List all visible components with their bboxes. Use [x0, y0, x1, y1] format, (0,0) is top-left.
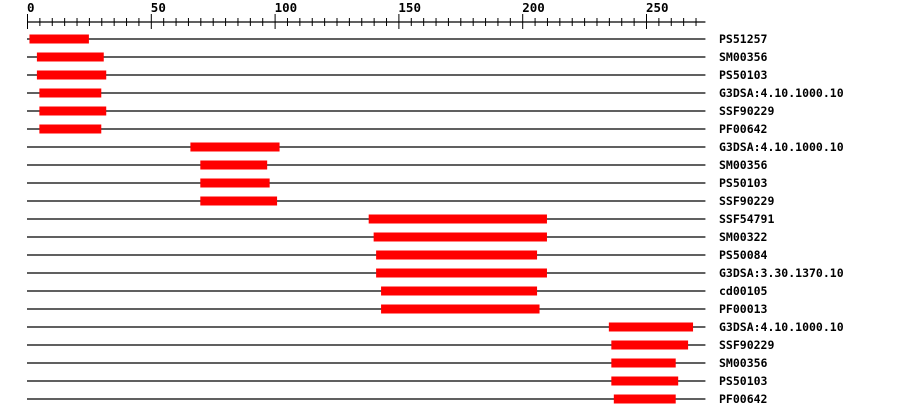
feature-bar[interactable] [29, 34, 89, 44]
feature-label[interactable]: G3DSA:4.10.1000.10 [719, 140, 844, 154]
feature-bar[interactable] [376, 268, 547, 278]
feature-label[interactable]: PS50084 [719, 248, 768, 262]
feature-bar[interactable] [39, 106, 107, 116]
feature-bar[interactable] [381, 286, 538, 296]
feature-row: SM00322 [27, 230, 767, 244]
feature-row: SM00356 [27, 356, 768, 370]
position-axis: 0 50 100 150 200 250 [27, 0, 706, 29]
feature-row: PS50084 [27, 248, 768, 262]
feature-row: PS50103 [27, 374, 768, 388]
feature-label[interactable]: PS50103 [719, 68, 768, 82]
feature-bar[interactable] [373, 232, 547, 242]
feature-row: SSF90229 [27, 194, 774, 208]
feature-row: PF00642 [27, 392, 767, 406]
feature-label[interactable]: G3DSA:4.10.1000.10 [719, 86, 844, 100]
feature-bar[interactable] [381, 304, 540, 314]
feature-bar[interactable] [200, 178, 270, 188]
feature-rows: PS51257 SM00356 PS50103 G3DSA:4.10.1000.10 S… [27, 32, 844, 406]
feature-label[interactable]: SM00322 [719, 230, 767, 244]
tick-label: 100 [275, 0, 298, 15]
feature-row: PS50103 [27, 68, 768, 82]
feature-row: cd00105 [27, 284, 768, 298]
feature-label[interactable]: PF00642 [719, 122, 767, 136]
tick-label: 50 [151, 0, 166, 15]
feature-label[interactable]: SSF90229 [719, 338, 774, 352]
tick-label: 150 [398, 0, 421, 15]
feature-row: SSF90229 [27, 104, 774, 118]
feature-label[interactable]: SM00356 [719, 158, 768, 172]
feature-row: G3DSA:4.10.1000.10 [27, 320, 844, 334]
feature-bar[interactable] [368, 214, 547, 224]
feature-label[interactable]: PF00013 [719, 302, 768, 316]
feature-bar[interactable] [611, 358, 676, 368]
feature-bar[interactable] [611, 340, 689, 350]
feature-row: PS50103 [27, 176, 768, 190]
feature-row: PS51257 [27, 32, 768, 46]
feature-bar[interactable] [613, 394, 676, 404]
feature-label[interactable]: SSF90229 [719, 194, 774, 208]
feature-bar[interactable] [39, 88, 102, 98]
feature-bar[interactable] [36, 52, 104, 62]
feature-bar[interactable] [39, 124, 102, 134]
feature-label[interactable]: PS50103 [719, 374, 768, 388]
feature-row: PF00642 [27, 122, 767, 136]
feature-label[interactable]: PS50103 [719, 176, 768, 190]
feature-bar[interactable] [608, 322, 694, 332]
feature-label[interactable]: SM00356 [719, 356, 768, 370]
feature-bar[interactable] [376, 250, 538, 260]
feature-row: SM00356 [27, 158, 768, 172]
feature-bar[interactable] [611, 376, 679, 386]
feature-bar[interactable] [200, 160, 268, 170]
tick-label: 200 [522, 0, 545, 15]
tick-label: 250 [646, 0, 669, 15]
feature-label[interactable]: G3DSA:4.10.1000.10 [719, 320, 844, 334]
feature-row: SSF90229 [27, 338, 774, 352]
feature-bar[interactable] [200, 196, 278, 206]
feature-row: G3DSA:4.10.1000.10 [27, 86, 844, 100]
feature-label[interactable]: cd00105 [719, 284, 768, 298]
feature-label[interactable]: SSF54791 [719, 212, 774, 226]
feature-row: SM00356 [27, 50, 768, 64]
feature-bar[interactable] [36, 70, 107, 80]
feature-label[interactable]: G3DSA:3.30.1370.10 [719, 266, 844, 280]
feature-row: G3DSA:4.10.1000.10 [27, 140, 844, 154]
feature-label[interactable]: SM00356 [719, 50, 768, 64]
tick-label: 0 [27, 0, 35, 15]
feature-row: G3DSA:3.30.1370.10 [27, 266, 844, 280]
feature-row: PF00013 [27, 302, 768, 316]
feature-label[interactable]: PS51257 [719, 32, 768, 46]
feature-label[interactable]: PF00642 [719, 392, 767, 406]
feature-row: SSF54791 [27, 212, 774, 226]
feature-bar[interactable] [190, 142, 280, 152]
feature-label[interactable]: SSF90229 [719, 104, 774, 118]
